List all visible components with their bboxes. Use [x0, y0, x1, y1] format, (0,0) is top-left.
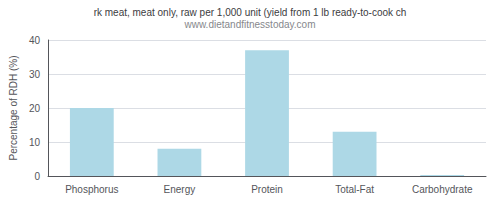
svg-text:20: 20	[29, 103, 41, 114]
svg-text:10: 10	[29, 137, 41, 148]
svg-text:Carbohydrate: Carbohydrate	[412, 184, 473, 195]
svg-text:www.dietandfitnesstoday.com: www.dietandfitnesstoday.com	[184, 19, 316, 30]
svg-text:Energy: Energy	[164, 184, 196, 195]
svg-text:40: 40	[29, 35, 41, 46]
svg-text:Protein: Protein	[251, 184, 283, 195]
svg-text:0: 0	[34, 171, 40, 182]
svg-text:rk meat, meat only, raw per 1,: rk meat, meat only, raw per 1,000 unit (…	[94, 7, 407, 18]
svg-text:Total-Fat: Total-Fat	[335, 184, 374, 195]
svg-text:Percentage of RDH (%): Percentage of RDH (%)	[8, 55, 19, 160]
svg-text:Phosphorus: Phosphorus	[65, 184, 118, 195]
svg-text:30: 30	[29, 69, 41, 80]
